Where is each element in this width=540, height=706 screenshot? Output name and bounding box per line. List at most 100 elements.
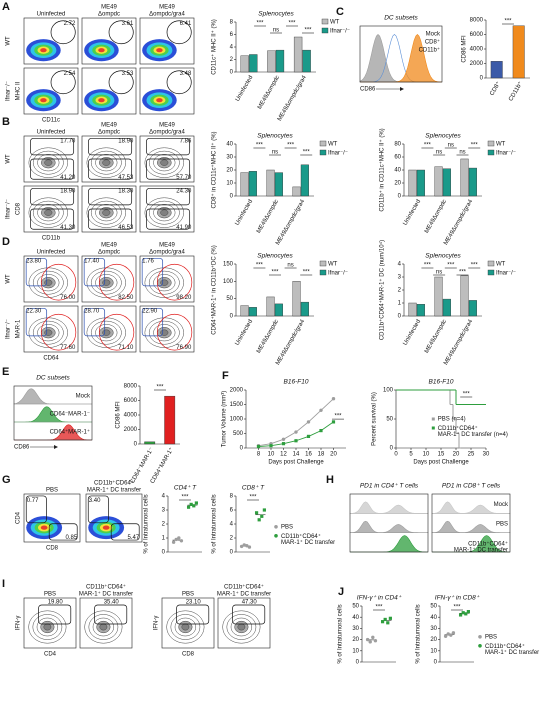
y-axis-label: % of Intratumoral cells — [338, 604, 344, 663]
column-header: Δompdc — [98, 250, 120, 256]
density-blob — [102, 525, 110, 530]
dot — [174, 537, 178, 542]
bar — [300, 164, 309, 197]
gate — [88, 158, 133, 180]
gate — [40, 263, 77, 301]
y-tick-label: 20 — [226, 168, 233, 174]
gate-percent: 57.70 — [176, 175, 192, 181]
row-label: WT — [6, 36, 12, 46]
dot — [461, 611, 465, 615]
y-tick-label: 60 — [394, 155, 401, 161]
density-contour — [36, 617, 59, 637]
gate — [83, 257, 106, 287]
significance: ns — [272, 150, 278, 156]
bar — [434, 276, 443, 317]
marker — [294, 430, 298, 434]
dot — [189, 502, 193, 506]
gate-percent: 6.41 — [180, 21, 192, 27]
y-axis-label: % of Intratumoral cells — [416, 604, 422, 663]
dot — [466, 610, 470, 614]
bar — [460, 158, 469, 197]
gate-percent: 1.76 — [142, 259, 154, 265]
y-tick-label: 4 — [230, 522, 234, 528]
y-tick-label: 6000 — [470, 32, 484, 38]
row-label: Ifnar⁻/⁻ — [6, 199, 12, 219]
density-contour — [148, 150, 180, 175]
y-tick-label: 20 — [430, 637, 437, 643]
legend-swatch — [274, 534, 278, 538]
gate — [38, 604, 72, 625]
bar — [408, 302, 417, 317]
x-tick-label: 20 — [453, 452, 460, 458]
x-tick-label: ME49Δompdc/gra4 — [443, 198, 474, 246]
gate — [176, 604, 210, 625]
gate-percent: 3.48 — [180, 71, 192, 77]
density-contour — [153, 324, 176, 342]
legend-label: Ifnar⁻/⁻ — [496, 271, 516, 277]
legend-label: CD11b⁺CD64⁺ MAR-1⁺ DC transfer — [454, 540, 508, 553]
dot — [247, 545, 252, 549]
legend-swatch — [478, 635, 482, 639]
significance: *** — [181, 495, 189, 501]
y-tick-label: 20 — [394, 181, 401, 187]
y-tick-label: 1000 — [230, 417, 244, 423]
marker — [319, 408, 323, 412]
column-header: PBS — [182, 592, 194, 598]
gate-percent: 18.90 — [60, 189, 76, 195]
y-tick-label: 100 — [383, 388, 394, 394]
gate-percent: 3.40 — [89, 498, 101, 504]
x-tick-label: ME49Δompdc/gra4 — [443, 318, 474, 366]
dot — [449, 633, 453, 637]
density-contour — [144, 147, 184, 178]
y-tick-label: 100 — [223, 279, 234, 285]
gate-percent: 41.20 — [60, 175, 76, 181]
bar — [274, 303, 283, 317]
gate-percent: 76.00 — [60, 295, 76, 301]
legend-swatch — [321, 18, 329, 25]
density-contour — [170, 614, 201, 640]
x-axis-label: CD8 — [182, 652, 195, 658]
column-header: CD11b⁺CD64⁺ — [94, 480, 134, 487]
gate — [166, 20, 192, 45]
density-contour — [222, 610, 261, 644]
legend-swatch — [487, 269, 495, 276]
legend-swatch — [487, 260, 495, 267]
gate — [94, 604, 128, 625]
y-tick-label: 1500 — [230, 402, 244, 408]
gate-percent: 82.50 — [118, 295, 134, 301]
gate-percent: 41.30 — [60, 225, 76, 231]
gate-percent: 17.40 — [84, 259, 100, 265]
y-tick-label: 50 — [430, 604, 437, 610]
dot — [368, 640, 372, 644]
dot — [192, 504, 196, 508]
dot — [464, 612, 468, 616]
gate-percent: 23.80 — [26, 259, 42, 265]
column-header: CD11b⁺CD64⁺ — [86, 584, 126, 591]
column-header: CD11b⁺CD64⁺ — [224, 584, 264, 591]
marker — [269, 444, 273, 448]
marker — [331, 397, 336, 401]
y-tick-label: 4000 — [470, 47, 484, 53]
column-header: ME49 — [159, 243, 175, 249]
x-tick-label: ME49Δompdc/gra4 — [275, 198, 306, 246]
y-tick-label: 2 — [230, 57, 234, 63]
x-tick-label: 25 — [468, 452, 475, 458]
gate — [166, 70, 192, 95]
gate-percent: 47.53 — [118, 175, 134, 181]
gate-percent: 0.77 — [27, 498, 39, 504]
column-header: ME49 — [101, 5, 117, 11]
legend-label: WT — [330, 20, 340, 26]
legend-label: PBS — [281, 524, 293, 530]
y-tick-label: 30 — [430, 626, 437, 632]
bar — [240, 55, 249, 73]
y-axis-label: IFN-γ — [16, 616, 22, 631]
chart-title: Splenocytes — [258, 11, 294, 18]
density-contour — [181, 623, 190, 631]
column-header: ME49 — [101, 123, 117, 129]
density-contour — [153, 154, 176, 172]
dot — [446, 632, 450, 636]
gate — [146, 137, 191, 156]
significance: ns — [436, 150, 442, 156]
plot-frame — [349, 493, 429, 553]
x-tick-label: 8 — [257, 452, 261, 458]
